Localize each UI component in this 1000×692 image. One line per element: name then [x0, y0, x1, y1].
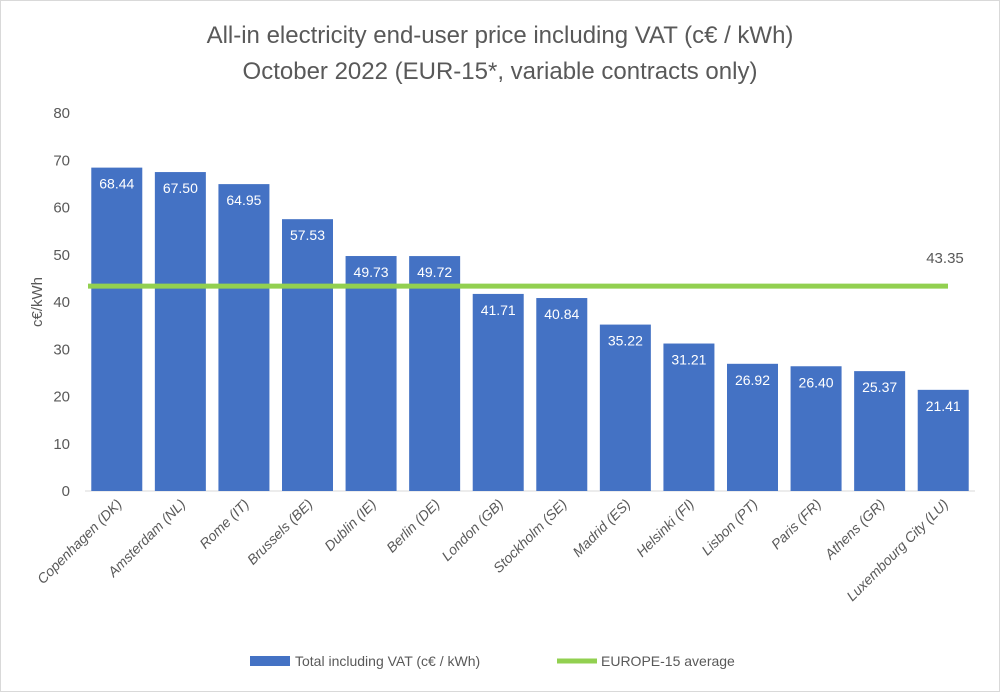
bar [409, 256, 461, 491]
category-label: Berlin (DE) [383, 496, 443, 556]
bar [472, 293, 524, 491]
bar [218, 184, 270, 491]
data-label: 40.84 [544, 306, 579, 322]
category-label: Lisbon (PT) [698, 496, 760, 558]
data-label: 35.22 [608, 333, 643, 349]
data-label: 26.92 [735, 372, 770, 388]
data-label: 68.44 [99, 176, 134, 192]
data-label: 31.21 [671, 352, 706, 368]
category-label: Helsinki (FI) [633, 496, 697, 560]
data-label: 67.50 [163, 180, 198, 196]
y-tick-label: 60 [53, 200, 70, 217]
y-tick-label: 0 [62, 483, 70, 500]
bar [345, 256, 397, 491]
bar [154, 172, 206, 491]
category-label: Dublin (IE) [321, 496, 379, 554]
bar [536, 298, 588, 491]
bar [790, 366, 842, 491]
bar [663, 343, 715, 491]
bar [599, 324, 651, 491]
y-tick-label: 70 [53, 152, 70, 169]
y-tick-label: 30 [53, 341, 70, 358]
bar [854, 371, 906, 491]
category-label: Rome (IT) [196, 496, 252, 552]
y-axis-label: c€/kWh [29, 277, 46, 327]
legend-label-average: EUROPE-15 average [601, 653, 735, 669]
data-label: 26.40 [799, 374, 834, 390]
chart-title: All-in electricity end-user price includ… [207, 22, 794, 49]
category-label: Brussels (BE) [244, 496, 316, 568]
category-label: Paris (FR) [768, 496, 824, 552]
data-label: 21.41 [926, 398, 961, 414]
legend-swatch-bars [250, 656, 290, 666]
data-label: 49.72 [417, 264, 452, 280]
bar [282, 219, 333, 491]
data-label: 49.73 [354, 264, 389, 280]
category-label: Madrid (ES) [569, 496, 633, 560]
data-label: 57.53 [290, 227, 325, 243]
category-label: Athens (GR) [821, 496, 888, 563]
legend-label-bars: Total including VAT (c€ / kWh) [295, 653, 480, 669]
bar [727, 363, 778, 491]
category-label: London (GB) [438, 496, 506, 564]
y-tick-label: 80 [53, 105, 70, 122]
data-label: 64.95 [226, 192, 261, 208]
bar [91, 167, 143, 491]
chart-subtitle: October 2022 (EUR-15*, variable contract… [243, 58, 758, 85]
average-label: 43.35 [926, 250, 964, 267]
y-tick-label: 50 [53, 247, 70, 264]
y-tick-label: 40 [53, 294, 70, 311]
data-label: 25.37 [862, 379, 897, 395]
data-label: 41.71 [481, 302, 516, 318]
bar [917, 389, 969, 491]
y-tick-label: 10 [53, 436, 70, 453]
y-tick-label: 20 [53, 389, 70, 406]
